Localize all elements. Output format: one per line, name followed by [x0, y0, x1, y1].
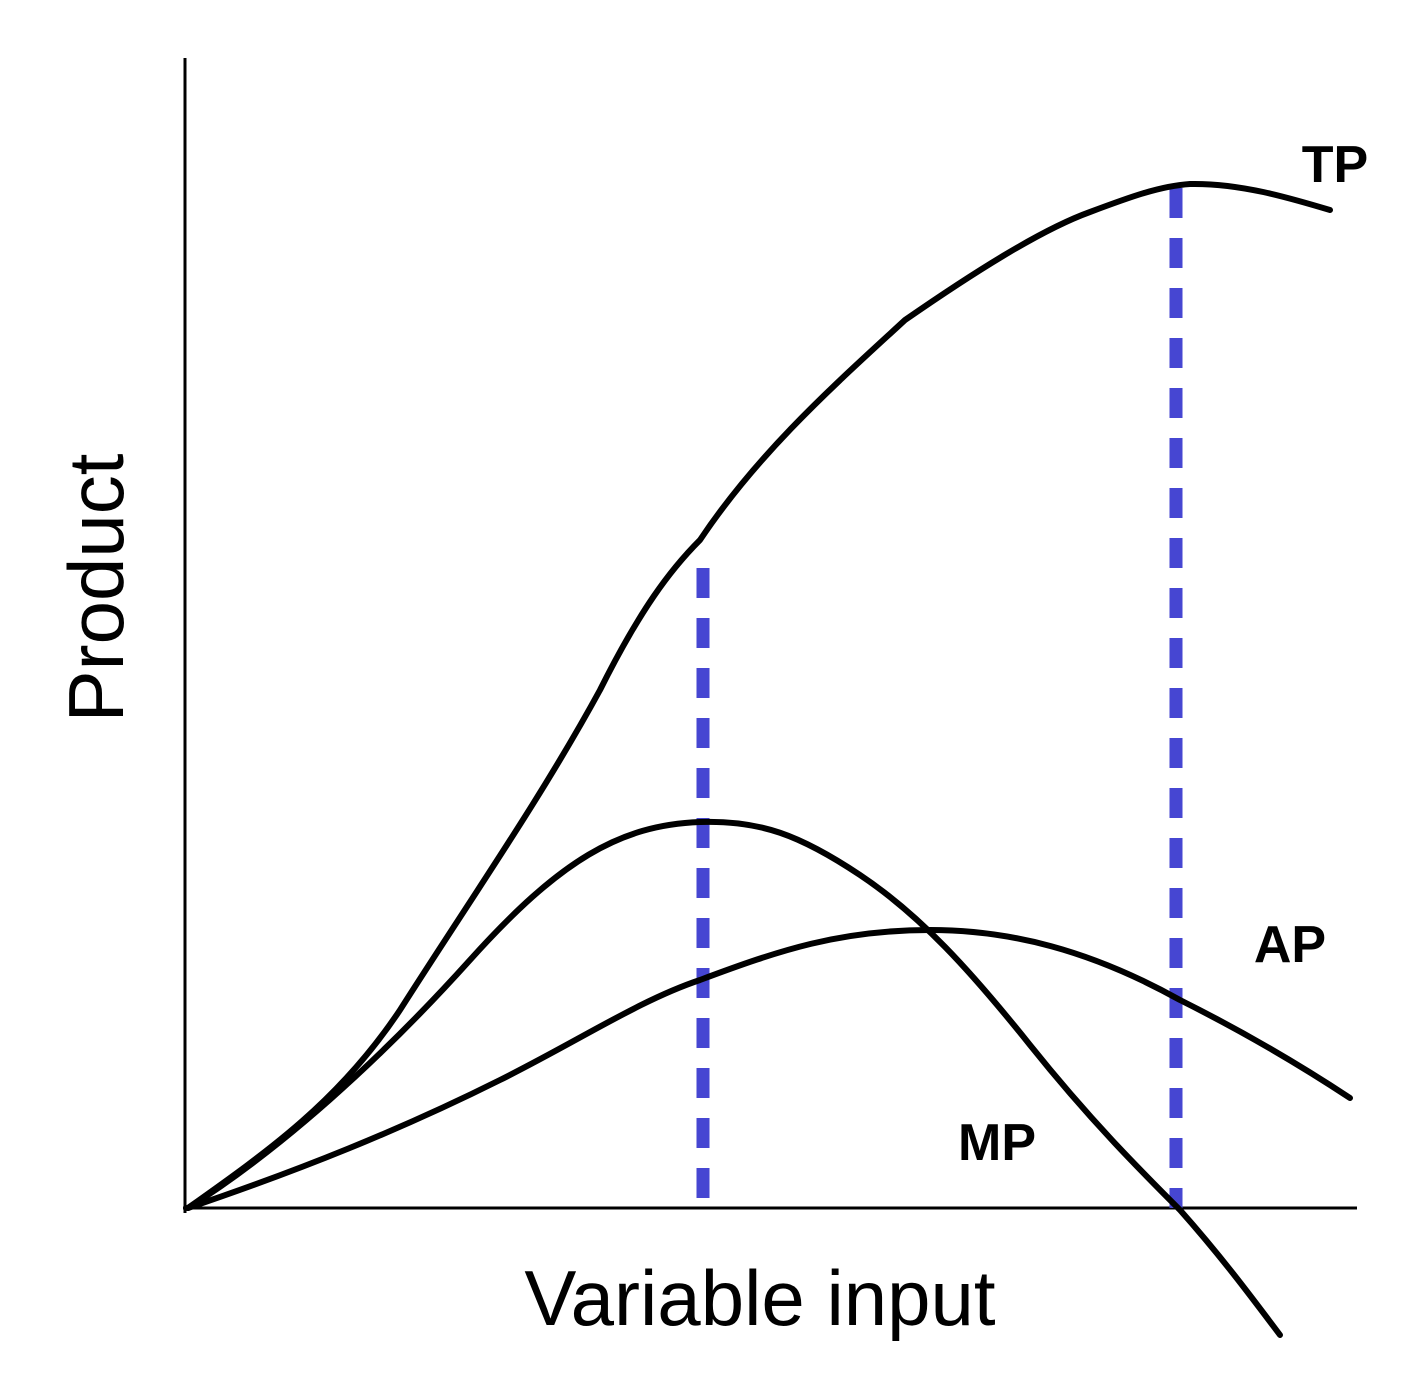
curve-label: TP	[1302, 136, 1368, 194]
ap-curve	[185, 927, 1353, 1211]
mp-curve	[185, 818, 1283, 1338]
x-axis-title: Variable input	[524, 1254, 996, 1342]
y-axis-title: Product	[52, 453, 140, 722]
curve-label: MP	[958, 1114, 1036, 1172]
tp-curve	[185, 180, 1333, 1211]
curve-label: AP	[1254, 916, 1326, 974]
